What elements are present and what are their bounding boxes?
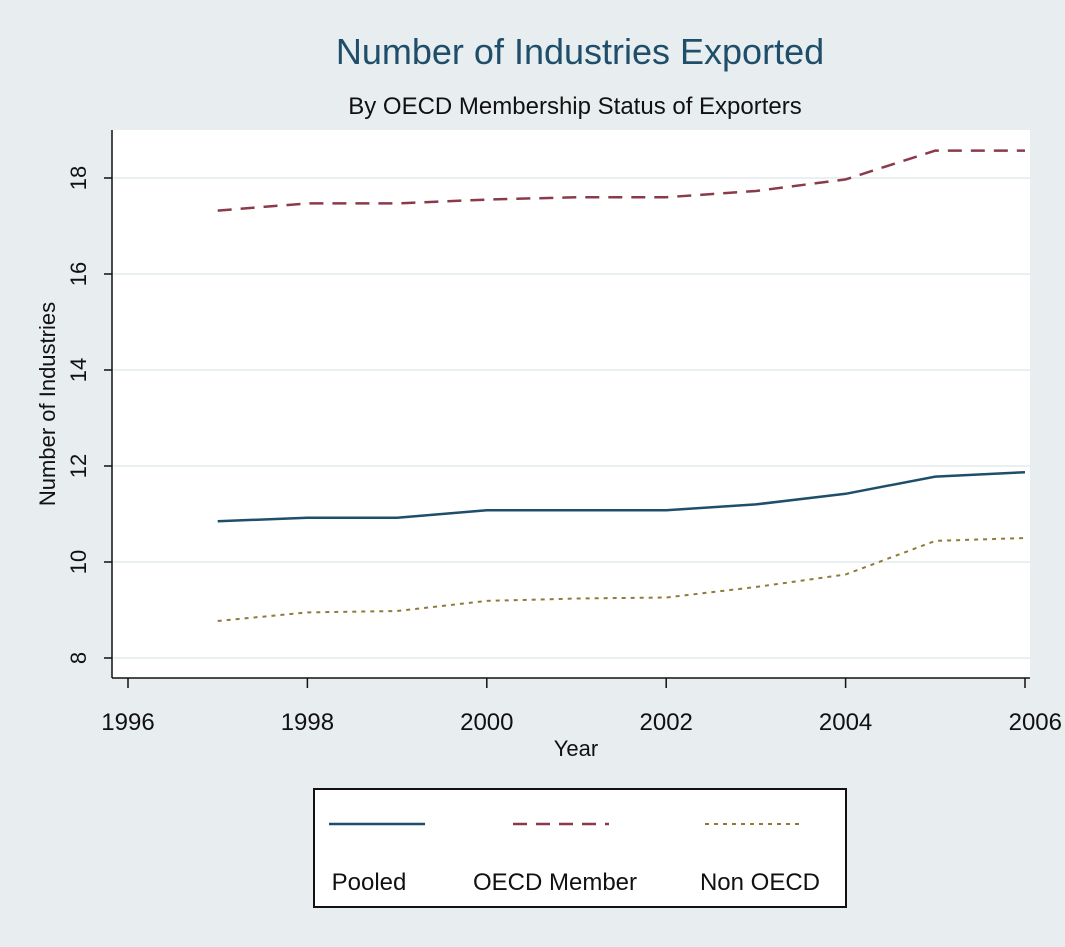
axes [111, 130, 1030, 679]
legend-box [313, 788, 847, 908]
y-tick-label: 12 [66, 454, 91, 478]
legend: Pooled OECD Member Non OECD [329, 822, 820, 896]
series-line-pooled [217, 470, 1026, 523]
x-tick-label: 1998 [281, 709, 334, 736]
y-tick-label: 10 [66, 550, 91, 574]
series-line-oecd-member [217, 149, 1025, 212]
plot-area [112, 130, 1030, 678]
y-ticks: 8 10 12 14 16 18 [66, 166, 112, 664]
x-tick-label: 2002 [640, 709, 693, 736]
x-ticks: 1996 1998 2000 2002 2004 2006 [101, 678, 1062, 736]
series-line-non-oecd [217, 537, 1026, 622]
legend-label-pooled: Pooled [332, 869, 407, 896]
legend-label-non-oecd: Non OECD [700, 869, 820, 896]
y-tick-label: 18 [66, 166, 91, 190]
chart-subtitle: By OECD Membership Status of Exporters [348, 93, 802, 120]
x-tick-label: 2006 [1009, 709, 1062, 736]
y-tick-label: 16 [66, 262, 91, 286]
y-axis-label: Number of Industries [35, 302, 60, 506]
series-lines [217, 149, 1026, 622]
x-tick-label: 2000 [460, 709, 513, 736]
x-axis-label: Year [554, 736, 598, 761]
x-tick-label: 1996 [101, 709, 154, 736]
legend-label-oecd-member: OECD Member [473, 869, 637, 896]
grid [112, 177, 1030, 659]
chart-title: Number of Industries Exported [336, 31, 824, 72]
y-tick-label: 8 [66, 652, 91, 664]
x-tick-label: 2004 [819, 709, 872, 736]
y-tick-label: 14 [66, 358, 91, 382]
